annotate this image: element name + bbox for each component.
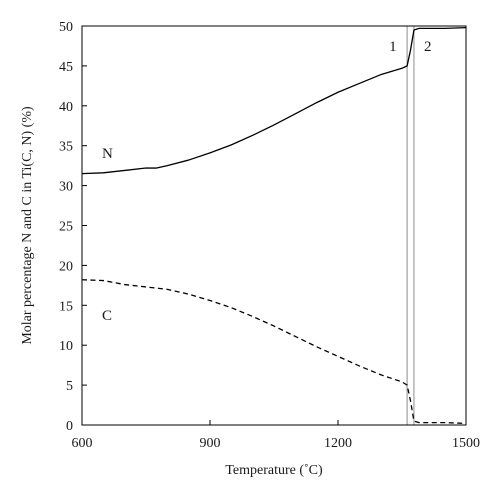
- vertical-line-label-2: 2: [424, 39, 432, 55]
- y-tick-label: 35: [59, 140, 73, 155]
- x-tick-label: 1500: [452, 436, 480, 451]
- y-tick-label: 30: [59, 180, 73, 195]
- y-tick-label: 10: [59, 339, 73, 354]
- series-line-N: [81, 26, 467, 175]
- y-tick-label: 45: [59, 60, 73, 75]
- series-label-N: N: [102, 146, 113, 162]
- series-label-C: C: [102, 308, 112, 324]
- x-tick-label: 900: [200, 436, 221, 451]
- y-axis-title: Molar percentage N and C in Ti(C, N) (%): [20, 106, 35, 345]
- y-tick-label: 50: [59, 20, 73, 35]
- plot-area: [81, 26, 467, 425]
- vertical-line-label-1: 1: [389, 39, 397, 55]
- y-tick-label: 15: [59, 299, 73, 314]
- plot-frame: [81, 25, 467, 426]
- y-tick-label: 0: [66, 419, 73, 434]
- series-line-C: [81, 279, 467, 425]
- x-tick-label: 600: [72, 436, 93, 451]
- y-tick-label: 25: [59, 220, 73, 235]
- y-tick-label: 5: [66, 379, 73, 394]
- y-tick-label: 20: [59, 259, 73, 274]
- x-axis-title: Temperature (˚C): [225, 463, 323, 478]
- axis-ticks: 0 5 10 15 20 25 30 35 40 45 50 600 900 1200 1500: [59, 20, 480, 451]
- annotations: 1 2 N C: [102, 39, 431, 324]
- x-tick-label: 1200: [324, 436, 352, 451]
- y-tick-label: 40: [59, 100, 73, 115]
